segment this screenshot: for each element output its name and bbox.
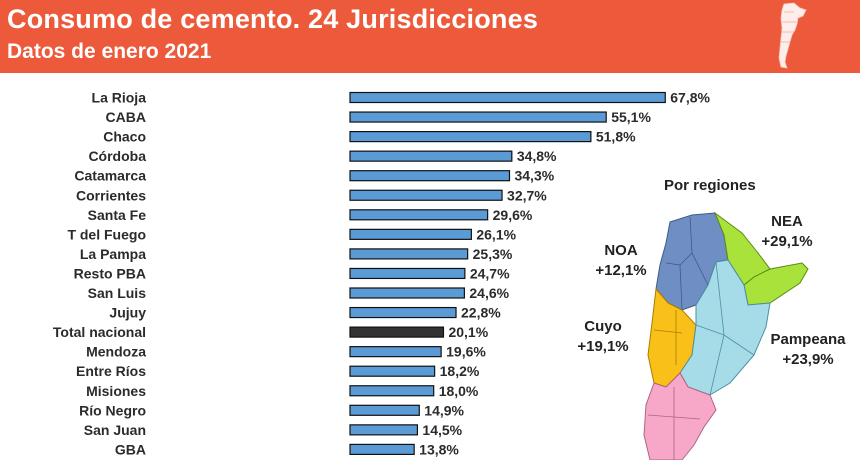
value-label: 55,1% — [611, 109, 651, 125]
bar — [349, 150, 513, 162]
regions-heading: Por regiones — [664, 177, 756, 194]
value-label: 13,8% — [419, 441, 459, 457]
category-label: Jujuy — [109, 305, 146, 321]
bar — [349, 287, 465, 299]
category-label: San Juan — [84, 422, 146, 438]
bar-total — [349, 326, 445, 338]
category-label: Río Negro — [79, 402, 146, 418]
bar — [349, 170, 511, 182]
page-subtitle: Datos de enero 2021 — [7, 40, 212, 63]
bar — [349, 267, 466, 280]
category-label: Resto PBA — [74, 265, 146, 281]
category-label: San Luis — [88, 285, 147, 301]
value-label: 18,2% — [440, 363, 480, 379]
bar — [349, 404, 420, 416]
page-title: Consumo de cemento. 24 Jurisdicciones — [7, 4, 539, 34]
category-label: T del Fuego — [67, 226, 146, 242]
argentina-map-icon — [778, 2, 807, 69]
bar — [349, 130, 592, 143]
regions-map — [643, 211, 809, 460]
region-label-cuyo: Cuyo +19,1% — [577, 318, 629, 355]
category-label: Total nacional — [53, 324, 146, 340]
value-label: 51,8% — [596, 129, 636, 145]
value-label: 14,5% — [422, 422, 462, 438]
region-label-noa: NOA +12,1% — [595, 242, 647, 279]
category-label: La Pampa — [80, 246, 146, 262]
value-label: 29,6% — [493, 207, 533, 223]
category-label: CABA — [106, 109, 146, 125]
category-label: La Rioja — [92, 90, 147, 106]
bar — [349, 306, 457, 319]
region-label-nea: NEA +29,1% — [761, 213, 813, 250]
category-label: Catamarca — [74, 168, 146, 184]
region-pampeana — [679, 259, 771, 396]
header-banner: Consumo de cemento. 24 Jurisdicciones Da… — [0, 0, 860, 73]
bar — [349, 111, 607, 123]
category-label: GBA — [115, 441, 146, 457]
bar — [349, 228, 472, 240]
value-label: 34,8% — [517, 148, 557, 164]
bar — [349, 91, 666, 104]
category-label: Mendoza — [86, 344, 146, 360]
category-label: Córdoba — [88, 148, 146, 164]
value-label: 24,7% — [470, 265, 510, 281]
category-label: Corrientes — [76, 187, 146, 203]
value-label: 26,1% — [476, 226, 516, 242]
value-label: 67,8% — [670, 90, 710, 106]
bar-chart: La Rioja 67,8% CABA 55,1% Chaco 51,8% Córdoba 3… — [53, 90, 711, 458]
bar — [349, 443, 415, 455]
category-label: Santa Fe — [88, 207, 147, 223]
category-label: Misiones — [86, 383, 146, 399]
category-label: Chaco — [103, 129, 146, 145]
value-label: 32,7% — [507, 187, 547, 203]
value-label: 25,3% — [473, 246, 513, 262]
bar — [349, 346, 442, 358]
value-label: 19,6% — [446, 344, 486, 360]
bar — [349, 248, 469, 260]
value-label: 34,3% — [514, 168, 554, 184]
region-label-pampeana: Pampeana +23,9% — [770, 331, 846, 368]
value-label: 22,8% — [461, 305, 501, 321]
bar — [349, 424, 419, 436]
value-label: 14,9% — [424, 402, 464, 418]
bar — [349, 189, 503, 201]
bar — [349, 365, 436, 377]
value-label: 20,1% — [448, 324, 488, 340]
value-label: 24,6% — [469, 285, 509, 301]
category-label: Entre Ríos — [76, 363, 146, 379]
bar — [349, 209, 489, 221]
region-patagonia — [643, 372, 717, 460]
bar — [349, 385, 435, 397]
value-label: 18,0% — [439, 383, 479, 399]
